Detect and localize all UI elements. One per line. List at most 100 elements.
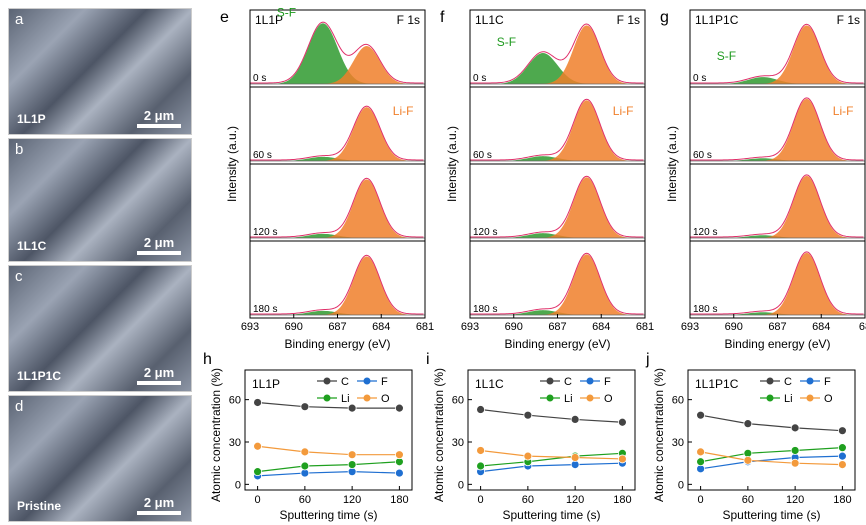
data-point-C — [347, 403, 357, 413]
envelope-line-0 — [249, 21, 424, 84]
sample-label: 1L1P — [17, 112, 46, 126]
x-tick-label: 120 — [566, 494, 584, 506]
legend-label: Li — [564, 393, 573, 405]
data-point-O — [790, 458, 800, 468]
legend-marker — [586, 394, 594, 402]
data-point-O — [617, 454, 627, 464]
scale-bar: 2 μm — [137, 495, 181, 515]
scale-bar: 2 μm — [137, 365, 181, 385]
lif-peak-0 — [690, 25, 865, 85]
sem-image-a: a 1L1P 2 μm — [8, 8, 192, 135]
y-tick-label: 30 — [452, 437, 464, 449]
envelope-line-1 — [690, 97, 864, 161]
series-line-F — [257, 471, 400, 477]
series-line-C — [257, 401, 400, 409]
legend-marker — [806, 394, 814, 402]
data-point-F — [837, 451, 847, 461]
region-label: F 1s — [617, 13, 640, 27]
scale-bar-label: 2 μm — [143, 235, 175, 250]
legend-marker — [546, 377, 554, 385]
region-label: F 1s — [397, 13, 420, 27]
legend-label: O — [381, 393, 390, 405]
lif-peak-2 — [470, 177, 645, 238]
data-point-Li — [837, 443, 847, 453]
y-tick-label: 0 — [678, 479, 684, 491]
x-tick-label: 68 — [859, 321, 866, 333]
data-point-Li — [696, 457, 706, 467]
time-label: 0 s — [253, 73, 266, 84]
legend-label: F — [604, 376, 611, 388]
scale-bar: 2 μm — [137, 108, 181, 128]
data-point-Li — [476, 461, 486, 471]
lif-peak-1 — [250, 107, 425, 161]
time-label: 60 s — [473, 150, 492, 161]
plot-frame — [244, 369, 413, 491]
data-point-Li — [790, 446, 800, 455]
data-point-C — [617, 417, 627, 427]
legend-marker — [363, 394, 371, 402]
x-axis-label: Sputtering time (s) — [279, 508, 377, 522]
data-point-Li — [300, 461, 310, 471]
envelope-line-3 — [470, 252, 644, 315]
sf-peak-0 — [250, 23, 425, 85]
envelope-line-1 — [249, 105, 424, 161]
x-tick-label: 681 — [416, 321, 434, 333]
series-line-O — [257, 445, 400, 456]
x-tick-label: 60 — [742, 494, 754, 506]
plot-frame — [467, 369, 636, 491]
x-tick-label: 687 — [548, 321, 566, 333]
x-tick-label: 684 — [372, 321, 390, 333]
sample-label: 1L1P1C — [17, 369, 62, 383]
sample-label: 1L1P1C — [695, 377, 739, 391]
panel-letter: j — [645, 351, 650, 368]
data-point-O — [253, 441, 263, 451]
data-point-C — [790, 423, 800, 433]
panel-letter: d — [15, 398, 24, 415]
data-point-C — [523, 410, 533, 420]
time-label: 120 s — [253, 227, 277, 238]
envelope-line-2 — [690, 174, 864, 238]
x-tick-label: 684 — [592, 321, 610, 333]
x-tick-label: 690 — [285, 321, 303, 333]
lif-peak-0 — [250, 46, 425, 84]
y-tick-label: 30 — [229, 437, 241, 449]
x-tick-label: 0 — [255, 494, 261, 506]
lif-peak-label: Li-F — [393, 104, 414, 118]
panel-letter: h — [203, 351, 212, 368]
lif-peak-2 — [690, 175, 865, 238]
data-point-C — [743, 419, 753, 429]
y-tick-label: 60 — [452, 395, 464, 407]
envelope-line-1 — [469, 98, 644, 161]
scale-bar-label: 2 μm — [143, 108, 175, 123]
data-point-Li — [253, 467, 263, 477]
y-axis-label: Atomic concentration (%) — [432, 368, 446, 502]
scale-bar-label: 2 μm — [143, 365, 175, 380]
data-point-C — [253, 398, 263, 407]
series-line-C — [480, 408, 623, 423]
x-tick-label: 180 — [390, 494, 408, 506]
data-point-F — [394, 468, 404, 478]
time-label: 0 s — [693, 73, 706, 84]
legend-label: C — [564, 376, 572, 388]
panel-letter: e — [220, 9, 229, 26]
plot-frame — [687, 369, 856, 491]
y-tick-label: 30 — [672, 437, 684, 449]
y-axis-label: Atomic concentration (%) — [652, 368, 666, 502]
sf-peak-0 — [470, 52, 645, 84]
lif-peak-3 — [470, 254, 645, 315]
x-tick-label: 687 — [328, 321, 346, 333]
x-axis-label: Sputtering time (s) — [722, 508, 820, 522]
legend-label: F — [824, 376, 831, 388]
time-label: 180 s — [253, 304, 277, 315]
region-label: F 1s — [837, 13, 860, 27]
legend-marker — [586, 377, 594, 385]
data-point-C — [394, 403, 404, 413]
series-line-C — [700, 414, 843, 432]
panel-letter: g — [660, 9, 669, 26]
envelope-line-0 — [689, 23, 864, 84]
panel-letter: b — [15, 141, 24, 158]
series-line-Li — [480, 452, 623, 467]
